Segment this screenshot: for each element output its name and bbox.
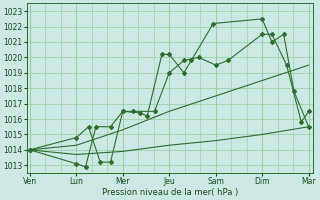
- X-axis label: Pression niveau de la mer( hPa ): Pression niveau de la mer( hPa ): [102, 188, 238, 197]
